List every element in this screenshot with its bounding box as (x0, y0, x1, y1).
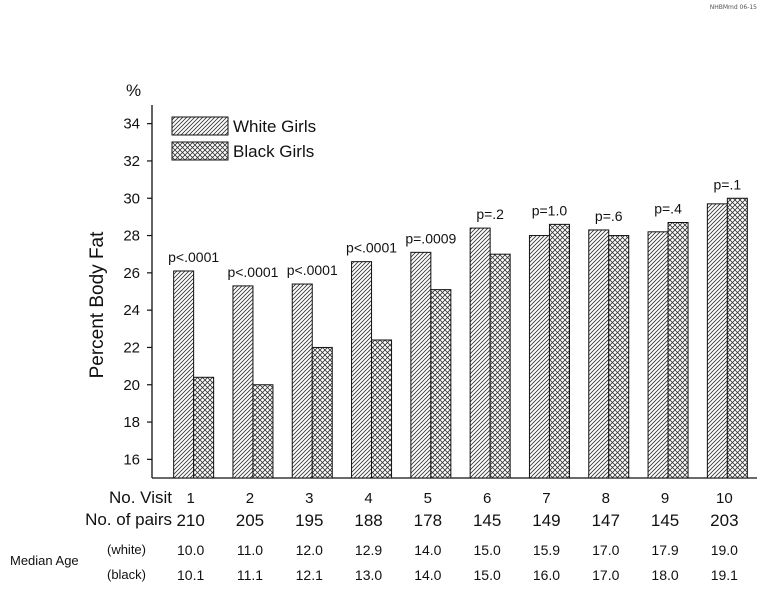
median-age-white: 12.9 (355, 542, 382, 558)
median-age-white: 15.0 (474, 542, 501, 558)
median-age-black: 17.0 (592, 567, 619, 583)
data-table: No. Visit No. of pairs Median Age (white) (b… (10, 488, 739, 583)
median-age-white: 11.0 (237, 542, 263, 558)
p-value-label: p=.0009 (405, 230, 456, 246)
p-value-labels: p<.0001 p<.0001 p<.0001 p<.0001 p=.0009 p=.2 p… (168, 176, 741, 280)
y-tick-label: 20 (123, 377, 140, 394)
visit-number: 5 (424, 490, 432, 507)
median-age-label: Median Age (10, 553, 79, 568)
pairs-row-label: No. of pairs (85, 510, 172, 529)
bar-black-girls-visit-4 (371, 339, 393, 479)
median-age-black: 10.1 (177, 567, 204, 583)
y-axis-title: Percent Body Fat (87, 231, 108, 379)
bar-black-girls-visit-3 (311, 346, 333, 479)
pairs-count: 145 (473, 511, 501, 530)
bars (173, 197, 748, 479)
visit-number: 4 (364, 490, 372, 507)
pairs-count: 149 (532, 511, 560, 530)
bar-white-girls-visit-9 (647, 231, 669, 479)
y-tick-label: 24 (123, 302, 140, 319)
median-age-black-label: (black) (107, 567, 146, 582)
median-age-white: 17.9 (651, 542, 678, 558)
y-tick-label: 28 (123, 228, 140, 245)
legend-label-black-girls: Black Girls (233, 142, 314, 161)
visit-number: 9 (661, 490, 669, 507)
bar-black-girls-visit-7 (548, 223, 570, 479)
pairs-count: 147 (592, 511, 620, 530)
median-age-white-label: (white) (107, 542, 146, 557)
visit-number: 8 (602, 490, 610, 507)
median-age-black: 14.0 (414, 567, 441, 583)
bar-white-girls-visit-10 (706, 203, 728, 479)
median-age-black: 19.1 (711, 567, 738, 583)
bar-black-girls-visit-9 (667, 221, 689, 479)
median-age-black: 11.1 (237, 567, 263, 583)
legend: White Girls Black Girls (171, 116, 316, 161)
bar-white-girls-visit-5 (410, 251, 432, 479)
y-tick-label: 22 (123, 339, 140, 356)
pairs-count: 210 (176, 511, 204, 530)
visit-number: 6 (483, 490, 491, 507)
y-tick-label: 30 (123, 190, 140, 207)
y-axis-ticks: 16 18 20 22 24 26 28 30 32 34 (123, 116, 152, 468)
pairs-count: 203 (710, 511, 738, 530)
pairs-count: 145 (651, 511, 679, 530)
bar-white-girls-visit-7 (528, 235, 550, 479)
median-age-black: 15.0 (474, 567, 501, 583)
y-tick-label: 32 (123, 153, 140, 170)
bar-black-girls-visit-6 (489, 253, 511, 479)
bar-black-girls-visit-8 (608, 235, 630, 479)
p-value-label: p<.0001 (227, 264, 278, 280)
bar-white-girls-visit-3 (291, 283, 313, 479)
median-age-black: 18.0 (651, 567, 678, 583)
visit-row-label: No. Visit (109, 488, 172, 507)
p-value-label: p<.0001 (168, 249, 219, 265)
p-value-label: p<.0001 (346, 240, 397, 256)
bar-white-girls-visit-8 (588, 229, 610, 479)
bar-white-girls-visit-6 (469, 227, 491, 479)
visit-number: 3 (305, 490, 313, 507)
legend-label-white-girls: White Girls (233, 117, 316, 136)
median-age-white: 12.0 (296, 542, 323, 558)
figure-reference: NHBMmd 06-15 (709, 4, 757, 11)
bar-black-girls-visit-10 (726, 197, 748, 479)
y-unit-label: % (126, 81, 141, 100)
bar-white-girls-visit-2 (232, 285, 254, 479)
visit-number: 7 (542, 490, 550, 507)
median-age-black: 13.0 (355, 567, 382, 583)
p-value-label: p=.1 (714, 176, 742, 192)
p-value-label: p<.0001 (287, 262, 338, 278)
median-age-white: 17.0 (592, 542, 619, 558)
y-tick-label: 34 (123, 116, 140, 133)
median-age-black: 16.0 (533, 567, 560, 583)
bar-white-girls-visit-4 (351, 261, 373, 479)
bar-black-girls-visit-2 (252, 384, 274, 479)
p-value-label: p=.4 (654, 200, 682, 216)
median-age-black: 12.1 (296, 567, 323, 583)
visit-number: 10 (716, 490, 733, 507)
p-value-label: p=.6 (595, 208, 623, 224)
p-value-label: p=.2 (476, 206, 504, 222)
legend-swatch-white-girls (171, 116, 229, 136)
y-tick-label: 26 (123, 265, 140, 282)
median-age-white: 19.0 (711, 542, 738, 558)
median-age-white: 15.9 (533, 542, 560, 558)
bar-black-girls-visit-1 (193, 376, 215, 479)
pairs-count: 188 (354, 511, 382, 530)
y-tick-label: 18 (123, 414, 140, 431)
pairs-count: 195 (295, 511, 323, 530)
bar-white-girls-visit-1 (173, 270, 195, 479)
visit-number: 1 (186, 490, 194, 507)
y-tick-label: 16 (123, 451, 140, 468)
median-age-white: 14.0 (414, 542, 441, 558)
legend-swatch-black-girls (171, 141, 229, 161)
pairs-count: 205 (236, 511, 264, 530)
pairs-count: 178 (414, 511, 442, 530)
bar-black-girls-visit-5 (430, 289, 452, 479)
visit-number: 2 (246, 490, 254, 507)
median-age-white: 10.0 (177, 542, 204, 558)
p-value-label: p=1.0 (532, 202, 568, 218)
